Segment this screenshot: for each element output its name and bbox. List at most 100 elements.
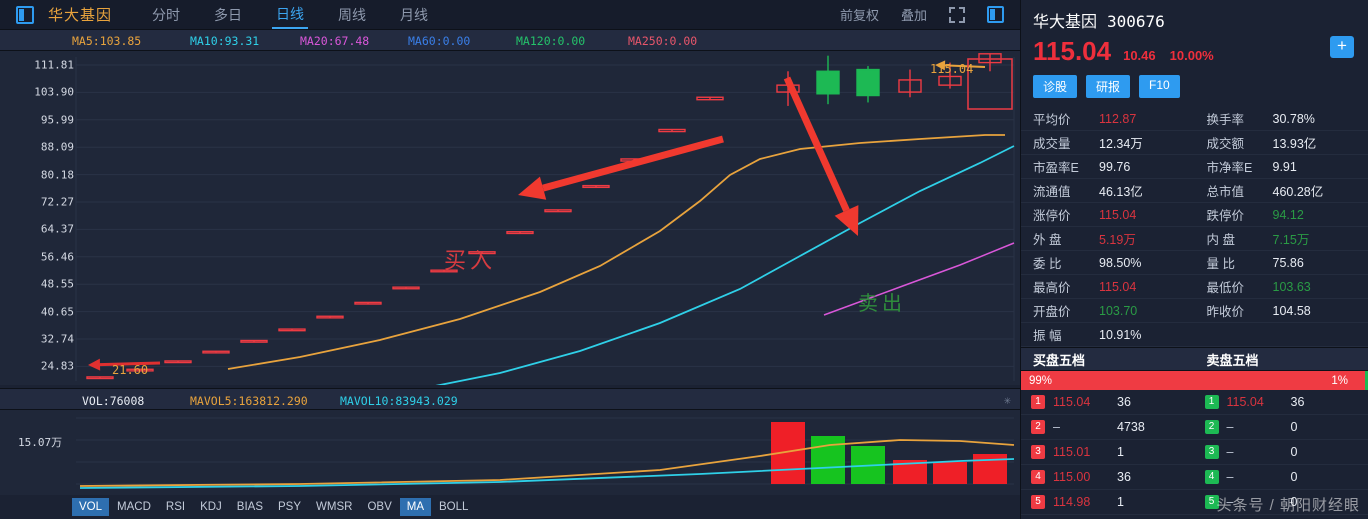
stat-value: 104.58: [1272, 303, 1311, 318]
stat-value: 103.63: [1272, 279, 1311, 294]
f10-button[interactable]: F10: [1139, 75, 1180, 98]
indicator-tab-obv[interactable]: OBV: [367, 501, 392, 513]
quote-statistics-grid: 平均价 112.87 换手率 30.78% 成交量 12.34万 成交额 13.93亿 市盈率E…: [1021, 107, 1368, 347]
tab-fenshi[interactable]: 分时: [152, 6, 181, 23]
indicator-tab-boll[interactable]: BOLL: [439, 501, 469, 513]
tab-yuexian[interactable]: 月线: [400, 6, 429, 23]
stat-cell: 流通值 46.13亿: [1021, 181, 1195, 200]
orderbook-level-badge: 4: [1031, 470, 1045, 484]
stat-cell: 委 比 98.50%: [1021, 253, 1195, 272]
stat-key: 市盈率E: [1033, 161, 1079, 175]
stat-value: 9.91: [1272, 159, 1297, 174]
stat-row: 成交量 12.34万 成交额 13.93亿: [1021, 131, 1368, 155]
ma120-legend: MA120:0.00: [516, 34, 586, 48]
indicator-tab-wmsr[interactable]: WMSR: [316, 501, 353, 513]
stat-cell: 外 盘 5.19万: [1021, 229, 1195, 248]
volume-header-bar: VOL:76008 MAVOL5:163812.290 MAVOL10:8394…: [0, 388, 1020, 410]
fullscreen-icon[interactable]: [949, 6, 965, 23]
quote-stock-name: 华大基因: [1033, 14, 1098, 31]
quote-price-line: 115.04 10.46 10.00%: [1033, 36, 1356, 67]
stat-cell: 市净率E 9.91: [1195, 157, 1368, 176]
orderbook-price: –: [1053, 420, 1060, 434]
orderbook-volume: 36: [1117, 470, 1131, 484]
volume-chart-plot[interactable]: [0, 410, 1020, 495]
candle: [696, 96, 724, 101]
stat-cell: 成交量 12.34万: [1021, 133, 1195, 152]
candle: [202, 350, 230, 354]
stat-cell: 跌停价 94.12: [1195, 205, 1368, 224]
orderbook-buy-side: 2– 4738: [1021, 420, 1195, 434]
indicator-tab-psy[interactable]: PSY: [278, 501, 302, 513]
add-to-watchlist-button[interactable]: +: [1330, 36, 1354, 58]
stat-value: 115.04: [1099, 207, 1137, 222]
stat-key: 涨停价: [1033, 209, 1071, 223]
tab-zhouxian[interactable]: 周线: [338, 6, 367, 23]
orderbook-volume: 36: [1290, 395, 1305, 409]
close-icon[interactable]: ✳: [1003, 393, 1011, 407]
diagnose-stock-button[interactable]: 诊股: [1033, 75, 1078, 98]
vol-value: VOL:76008: [82, 394, 145, 408]
stat-value: 46.13亿: [1099, 185, 1143, 199]
candle: [582, 184, 610, 189]
overlay-button[interactable]: 叠加: [900, 8, 927, 23]
stat-key: 流通值: [1033, 185, 1071, 199]
indicator-tab-ma[interactable]: MA: [399, 498, 431, 516]
y-axis-label: 95.99: [40, 113, 74, 127]
candle: [86, 376, 114, 380]
candle: [126, 368, 154, 372]
volume-bar: [933, 462, 967, 484]
candle: [354, 301, 382, 305]
orderbook-header: 买盘五档 卖盘五档: [1021, 347, 1368, 371]
stat-row: 委 比 98.50% 量 比 75.86: [1021, 251, 1368, 275]
orderbook-volume: 36: [1117, 395, 1131, 409]
candle: [240, 339, 268, 343]
stat-row: 外 盘 5.19万 内 盘 7.15万: [1021, 227, 1368, 251]
orderbook-sell-ratio: 1%: [1331, 374, 1348, 387]
orderbook-level-badge: 1: [1031, 395, 1045, 409]
annotation-arrows: [88, 58, 1013, 371]
adjust-price-button[interactable]: 前复权: [839, 8, 879, 23]
ma10-legend: MA10:93.31: [190, 34, 260, 48]
price-label-high: 115.04: [930, 62, 974, 76]
indicator-tab-vol[interactable]: VOL: [72, 498, 110, 516]
indicator-tab-rsi[interactable]: RSI: [165, 501, 186, 513]
indicator-tab-macd[interactable]: MACD: [117, 501, 151, 513]
stat-key: 外 盘: [1033, 233, 1062, 247]
candle: [430, 269, 458, 273]
toolbar-stock-name: 华大基因: [48, 7, 113, 24]
stat-row: 振 幅 10.91%: [1021, 323, 1368, 347]
stat-row: 涨停价 115.04 跌停价 94.12: [1021, 203, 1368, 227]
orderbook-volume: 0: [1290, 495, 1298, 509]
stat-value: 112.87: [1099, 111, 1137, 126]
stat-cell: 昨收价 104.58: [1195, 301, 1368, 320]
candle-series: [86, 53, 1002, 380]
orderbook-level-badge: 4: [1204, 470, 1219, 484]
tab-rixian[interactable]: 日线: [272, 1, 309, 29]
ma5-legend: MA5:103.85: [72, 34, 142, 48]
indicator-tab-kdj[interactable]: KDJ: [200, 501, 222, 513]
stat-key: 成交额: [1206, 137, 1245, 151]
stat-row: 流通值 46.13亿 总市值 460.28亿: [1021, 179, 1368, 203]
y-axis-label: 48.55: [40, 277, 74, 291]
price-candlestick-svg: [75, 53, 1015, 385]
orderbook-price: 114.98: [1053, 495, 1091, 509]
price-chart-plot[interactable]: 买入 卖出 115.04 21.60: [0, 51, 1020, 385]
y-axis-label: 40.65: [40, 305, 74, 319]
orderbook-row: 3 115.01 1 3–0: [1021, 440, 1368, 465]
research-report-button[interactable]: 研报: [1086, 75, 1131, 98]
chart-pane: 华大基因 分时 多日 日线 周线 月线 前复权 叠加 MA5:103.85 MA…: [0, 0, 1020, 519]
candle: [278, 328, 306, 332]
toggle-panel-icon[interactable]: [987, 6, 1004, 23]
panel-logo-icon[interactable]: [16, 5, 34, 24]
indicator-tab-bias[interactable]: BIAS: [236, 501, 264, 513]
annotation-sell: 卖出: [858, 293, 906, 315]
stat-value: 7.15万: [1272, 233, 1310, 247]
orderbook-sell-side: 1 115.04 36: [1195, 395, 1368, 409]
ma250-legend: MA250:0.00: [628, 34, 698, 48]
orderbook-buy-side: 1 115.04 36: [1021, 395, 1195, 409]
tab-duori[interactable]: 多日: [214, 6, 243, 23]
ma20-legend: MA20:67.48: [300, 34, 370, 48]
orderbook-price: 115.04: [1053, 395, 1091, 409]
stat-key: 最高价: [1033, 281, 1071, 295]
stat-cell: 内 盘 7.15万: [1195, 229, 1368, 248]
